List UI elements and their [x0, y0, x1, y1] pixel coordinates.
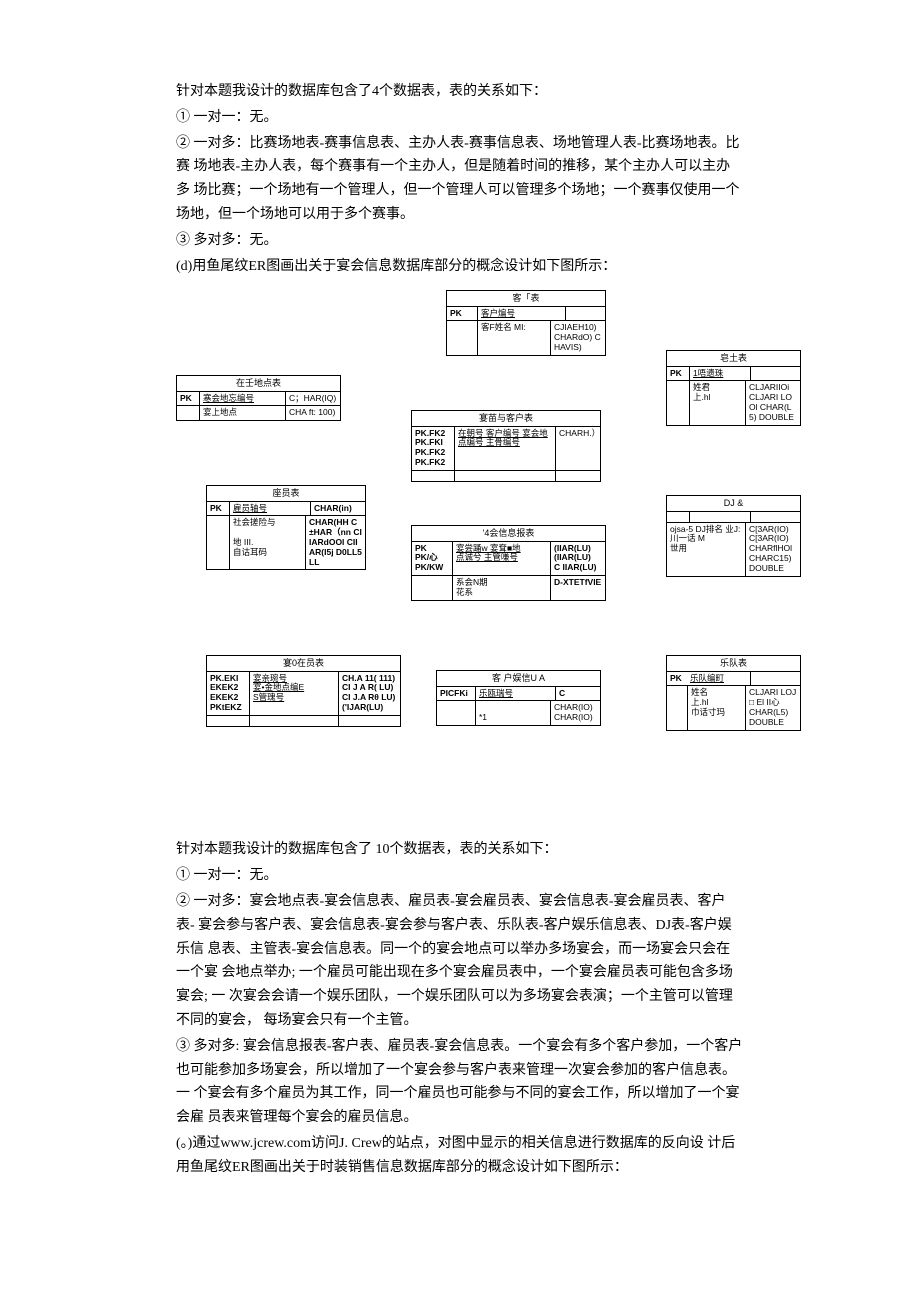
- er-location-f2: 宴上地点: [199, 406, 285, 420]
- er-customer-f2: 客F姓名 MI:: [477, 321, 550, 354]
- er-party-staff-c1: CH.A 11( 111) CI J A R( LU) CI J.A Rθ LU…: [338, 672, 400, 715]
- er-location-f1: 寒会地忘编号: [199, 392, 285, 406]
- er-host-title: 皂土表: [667, 351, 800, 366]
- er-dj-f1: ojsa-5 DJ排名 业J: 川一话 M 世用: [667, 523, 745, 576]
- er-band-f1: 乐队编町: [687, 672, 750, 686]
- er-staff-c2: CHAR(HH C±HAR（nn CIIARdOOl CIIAR(I5j D0L…: [305, 516, 365, 569]
- top-p3: ② 一对多：比赛场地表-赛事信息表、主办人表-赛事信息表、场地管理人表-比赛场地…: [176, 132, 744, 227]
- top-p2: ① 一对一：无。: [176, 106, 744, 130]
- er-staff-pk: PK: [207, 502, 229, 516]
- er-dj-title: DJ &: [667, 496, 800, 511]
- er-info-c2: D-XTETfVIE: [550, 576, 605, 600]
- er-host: 皂土表 PK 1唔遗珠 姓君上.hl CLJARIIOi CLJARI LOOl…: [666, 350, 801, 425]
- er-info-pks: PK PK/心 PK/KW: [412, 542, 452, 575]
- bottom-p2: ① 一对一：无。: [176, 864, 744, 888]
- er-info-f2: 系会N期 花系: [452, 576, 550, 600]
- er-staff-f1: 雇员轴号: [229, 502, 310, 516]
- er-party-cust-f1: 在朝号 客户编号 宴会地点编号 主骨编号: [454, 427, 555, 470]
- er-info-c1: (IIAR(LU) (IIAR(LU) C IIAR(LU): [550, 542, 605, 575]
- er-party-staff-title: 宴0在员表: [207, 656, 400, 671]
- er-staff: 座员表 PK 雇员轴号 CHAR(in) 社会搓险与地 III.自诂耳码 CHA…: [206, 485, 366, 570]
- er-host-c2: CLJARIIOi CLJARI LOOl CHAR(L5) DOUBLE: [745, 381, 800, 424]
- er-info: '4会信息报表 PK PK/心 PK/KW 宴尝踊w 宴耷■地 点诚兮 主管嗛号…: [411, 525, 606, 600]
- top-p4: ③ 多对多：无。: [176, 229, 744, 253]
- er-location-pk: PK: [177, 392, 199, 406]
- er-customer-c2: CJIAEH10) CHARdO) CHAVIS): [550, 321, 605, 354]
- er-location-c1: C；HAR(IQ): [285, 392, 340, 406]
- er-diagram: 客「表 PK 客户煸号 客F姓名 MI: CJIAEH10) CHARdO) C…: [176, 290, 744, 830]
- er-customer-pk: PK: [447, 307, 477, 321]
- er-cust-ent-c1: C: [555, 687, 600, 701]
- er-band-c2: CLJARI LOJ □ El II心 CHAR(L5) DOUBLE: [745, 686, 800, 729]
- top-p1: 针对本题我设计的数据库包含了4个数据表，表的关系如下：: [176, 80, 744, 104]
- top-p5: (d)用鱼尾纹ER图画出关于宴会信息数据库部分的概念设计如下图所示：: [176, 255, 744, 279]
- bottom-p1: 针对本题我设计的数据库包含了 10个数据表，表的关系如下：: [176, 838, 744, 862]
- er-party-cust-c1: CHARH.）: [555, 427, 600, 470]
- er-party-cust: 宴苗与客户表 PK.FK2 PK.FKI PK.FK2 PK.FK2 在朝号 客…: [411, 410, 601, 481]
- er-dj: DJ & ojsa-5 DJ排名 业J: 川一话 M 世用 C[3AR(IO) …: [666, 495, 801, 576]
- er-band-f2: 姓名 上.hl 巾话寸玛: [687, 686, 745, 729]
- er-staff-c1: CHAR(in): [310, 502, 365, 516]
- er-party-staff-f1: 宴亲琬号 宴•金地点编E S管瑰号: [249, 672, 338, 715]
- bottom-p3: ② 一对多：宴会地点表-宴会信息表、雇员表-宴会雇员表、宴会信息表-宴会雇员表、…: [176, 890, 744, 1033]
- er-band-title: 乐队表: [667, 656, 800, 671]
- er-customer: 客「表 PK 客户煸号 客F姓名 MI: CJIAEH10) CHARdO) C…: [446, 290, 606, 355]
- er-location-c2: CHA ft: 100): [285, 406, 340, 420]
- er-band-pk: PK: [667, 672, 687, 686]
- er-info-title: '4会信息报表: [412, 526, 605, 541]
- er-party-staff: 宴0在员表 PK.EKI EKEK2 EKEK2 PKtEKZ 宴亲琬号 宴•金…: [206, 655, 401, 726]
- er-party-staff-pks: PK.EKI EKEK2 EKEK2 PKtEKZ: [207, 672, 249, 715]
- er-cust-ent: 客 户娱信U A PICFKi 乐瓯瑞号 C *1 CHAR(IO) CHAR(…: [436, 670, 601, 726]
- er-cust-ent-pk: PICFKi: [437, 687, 475, 701]
- er-host-f1: 1唔遗珠: [689, 367, 750, 381]
- er-customer-f1: 客户煸号: [477, 307, 565, 321]
- er-dj-c1: C[3AR(IO) C[3AR(IO) CHARflHOl CHARC15) D…: [745, 523, 800, 576]
- er-party-cust-title: 宴苗与客户表: [412, 411, 600, 426]
- er-host-pk: PK: [667, 367, 689, 381]
- er-cust-ent-title: 客 户娱信U A: [437, 671, 600, 686]
- er-band: 乐队表 PK 乐队编町 姓名 上.hl 巾话寸玛 CLJARI LOJ □ El…: [666, 655, 801, 730]
- er-party-cust-pks: PK.FK2 PK.FKI PK.FK2 PK.FK2: [412, 427, 454, 470]
- er-customer-title: 客「表: [447, 291, 605, 306]
- bottom-p4: ③ 多对多: 宴会信息报表-客户表、雇员表-宴会信息表。一个宴会有多个客户参加，…: [176, 1035, 744, 1130]
- er-cust-ent-f1: 乐瓯瑞号: [475, 687, 555, 701]
- er-info-f1: 宴尝踊w 宴耷■地 点诚兮 主管嗛号: [452, 542, 550, 575]
- er-staff-title: 座员表: [207, 486, 365, 501]
- er-location-title: 在壬地点表: [177, 376, 340, 391]
- bottom-p5: (。)通过www.jcrew.com访问J. Crew的站点，对图中显示的相关信…: [176, 1132, 744, 1180]
- er-cust-ent-c2: CHAR(IO) CHAR(IO): [550, 701, 600, 725]
- er-location: 在壬地点表 PK 寒会地忘编号 C；HAR(IQ) 宴上地点 CHA ft: 1…: [176, 375, 341, 421]
